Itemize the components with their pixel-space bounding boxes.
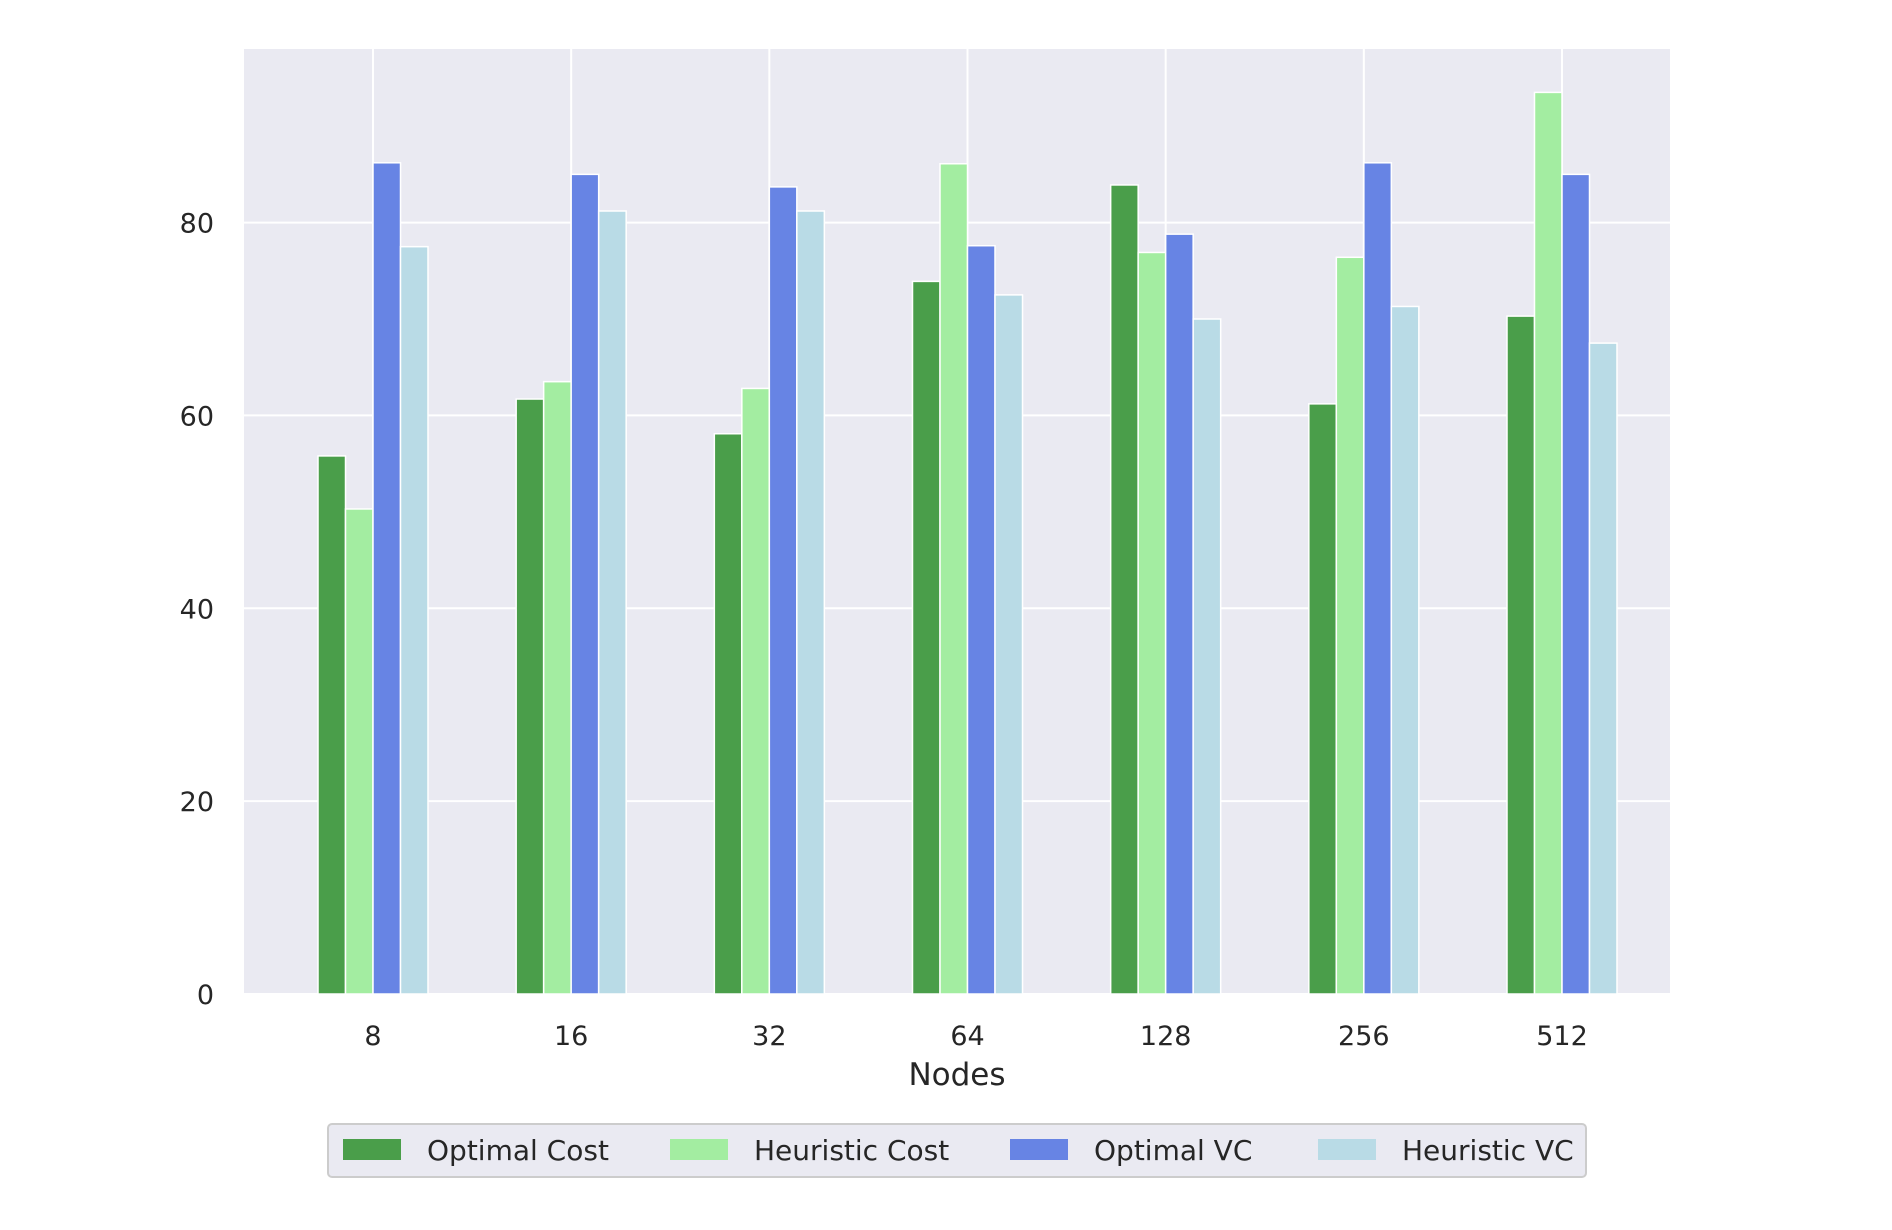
x-tick-label: 128 <box>1140 1021 1192 1052</box>
bar <box>911 280 941 995</box>
bars <box>317 91 1618 995</box>
bar <box>1561 173 1591 995</box>
bar <box>570 173 600 995</box>
bar <box>1335 256 1365 995</box>
bar <box>1164 233 1194 995</box>
legend-swatch <box>343 1139 401 1160</box>
bar <box>1588 342 1618 995</box>
bar <box>741 387 771 995</box>
y-tick-labels: 0 20 40 60 80 <box>180 209 214 1011</box>
bar <box>344 508 374 995</box>
bar <box>515 398 545 995</box>
bar <box>399 245 429 995</box>
bar <box>768 186 798 995</box>
bar <box>966 244 996 995</box>
bar <box>1137 251 1167 995</box>
bar <box>994 294 1024 995</box>
bar <box>1109 184 1139 995</box>
bar <box>939 163 969 995</box>
bar <box>713 433 743 995</box>
bar <box>542 380 572 995</box>
legend-label: Heuristic VC <box>1402 1134 1574 1167</box>
y-tick-label: 80 <box>180 209 214 240</box>
legend: Optimal Cost Heuristic Cost Optimal VC Heur… <box>327 1123 1587 1178</box>
bar <box>1192 318 1222 995</box>
x-tick-label: 8 <box>364 1021 381 1052</box>
x-tick-label: 16 <box>554 1021 588 1052</box>
bar <box>372 162 402 995</box>
bar <box>1308 403 1338 995</box>
y-tick-label: 40 <box>180 594 214 625</box>
x-axis-title: Nodes <box>908 1057 1005 1093</box>
legend-box <box>327 1123 1587 1178</box>
y-tick-label: 0 <box>197 980 214 1011</box>
bar <box>1533 91 1563 995</box>
legend-swatch <box>670 1139 728 1160</box>
x-tick-labels: 8 16 32 64 128 256 512 <box>364 1021 1587 1052</box>
legend-swatch <box>1010 1139 1068 1160</box>
bar <box>1506 315 1536 995</box>
x-tick-label: 64 <box>950 1021 984 1052</box>
bar <box>597 210 627 995</box>
bar <box>796 210 826 995</box>
legend-label: Heuristic Cost <box>754 1134 949 1167</box>
bar <box>317 455 347 995</box>
x-tick-label: 512 <box>1536 1021 1588 1052</box>
y-tick-label: 20 <box>180 787 214 818</box>
bar <box>1363 162 1393 995</box>
legend-label: Optimal Cost <box>427 1134 609 1167</box>
x-tick-label: 32 <box>752 1021 786 1052</box>
x-tick-label: 256 <box>1338 1021 1390 1052</box>
y-tick-label: 60 <box>180 401 214 432</box>
legend-swatch <box>1318 1139 1376 1160</box>
bar <box>1390 305 1420 995</box>
legend-label: Optimal VC <box>1094 1134 1252 1167</box>
